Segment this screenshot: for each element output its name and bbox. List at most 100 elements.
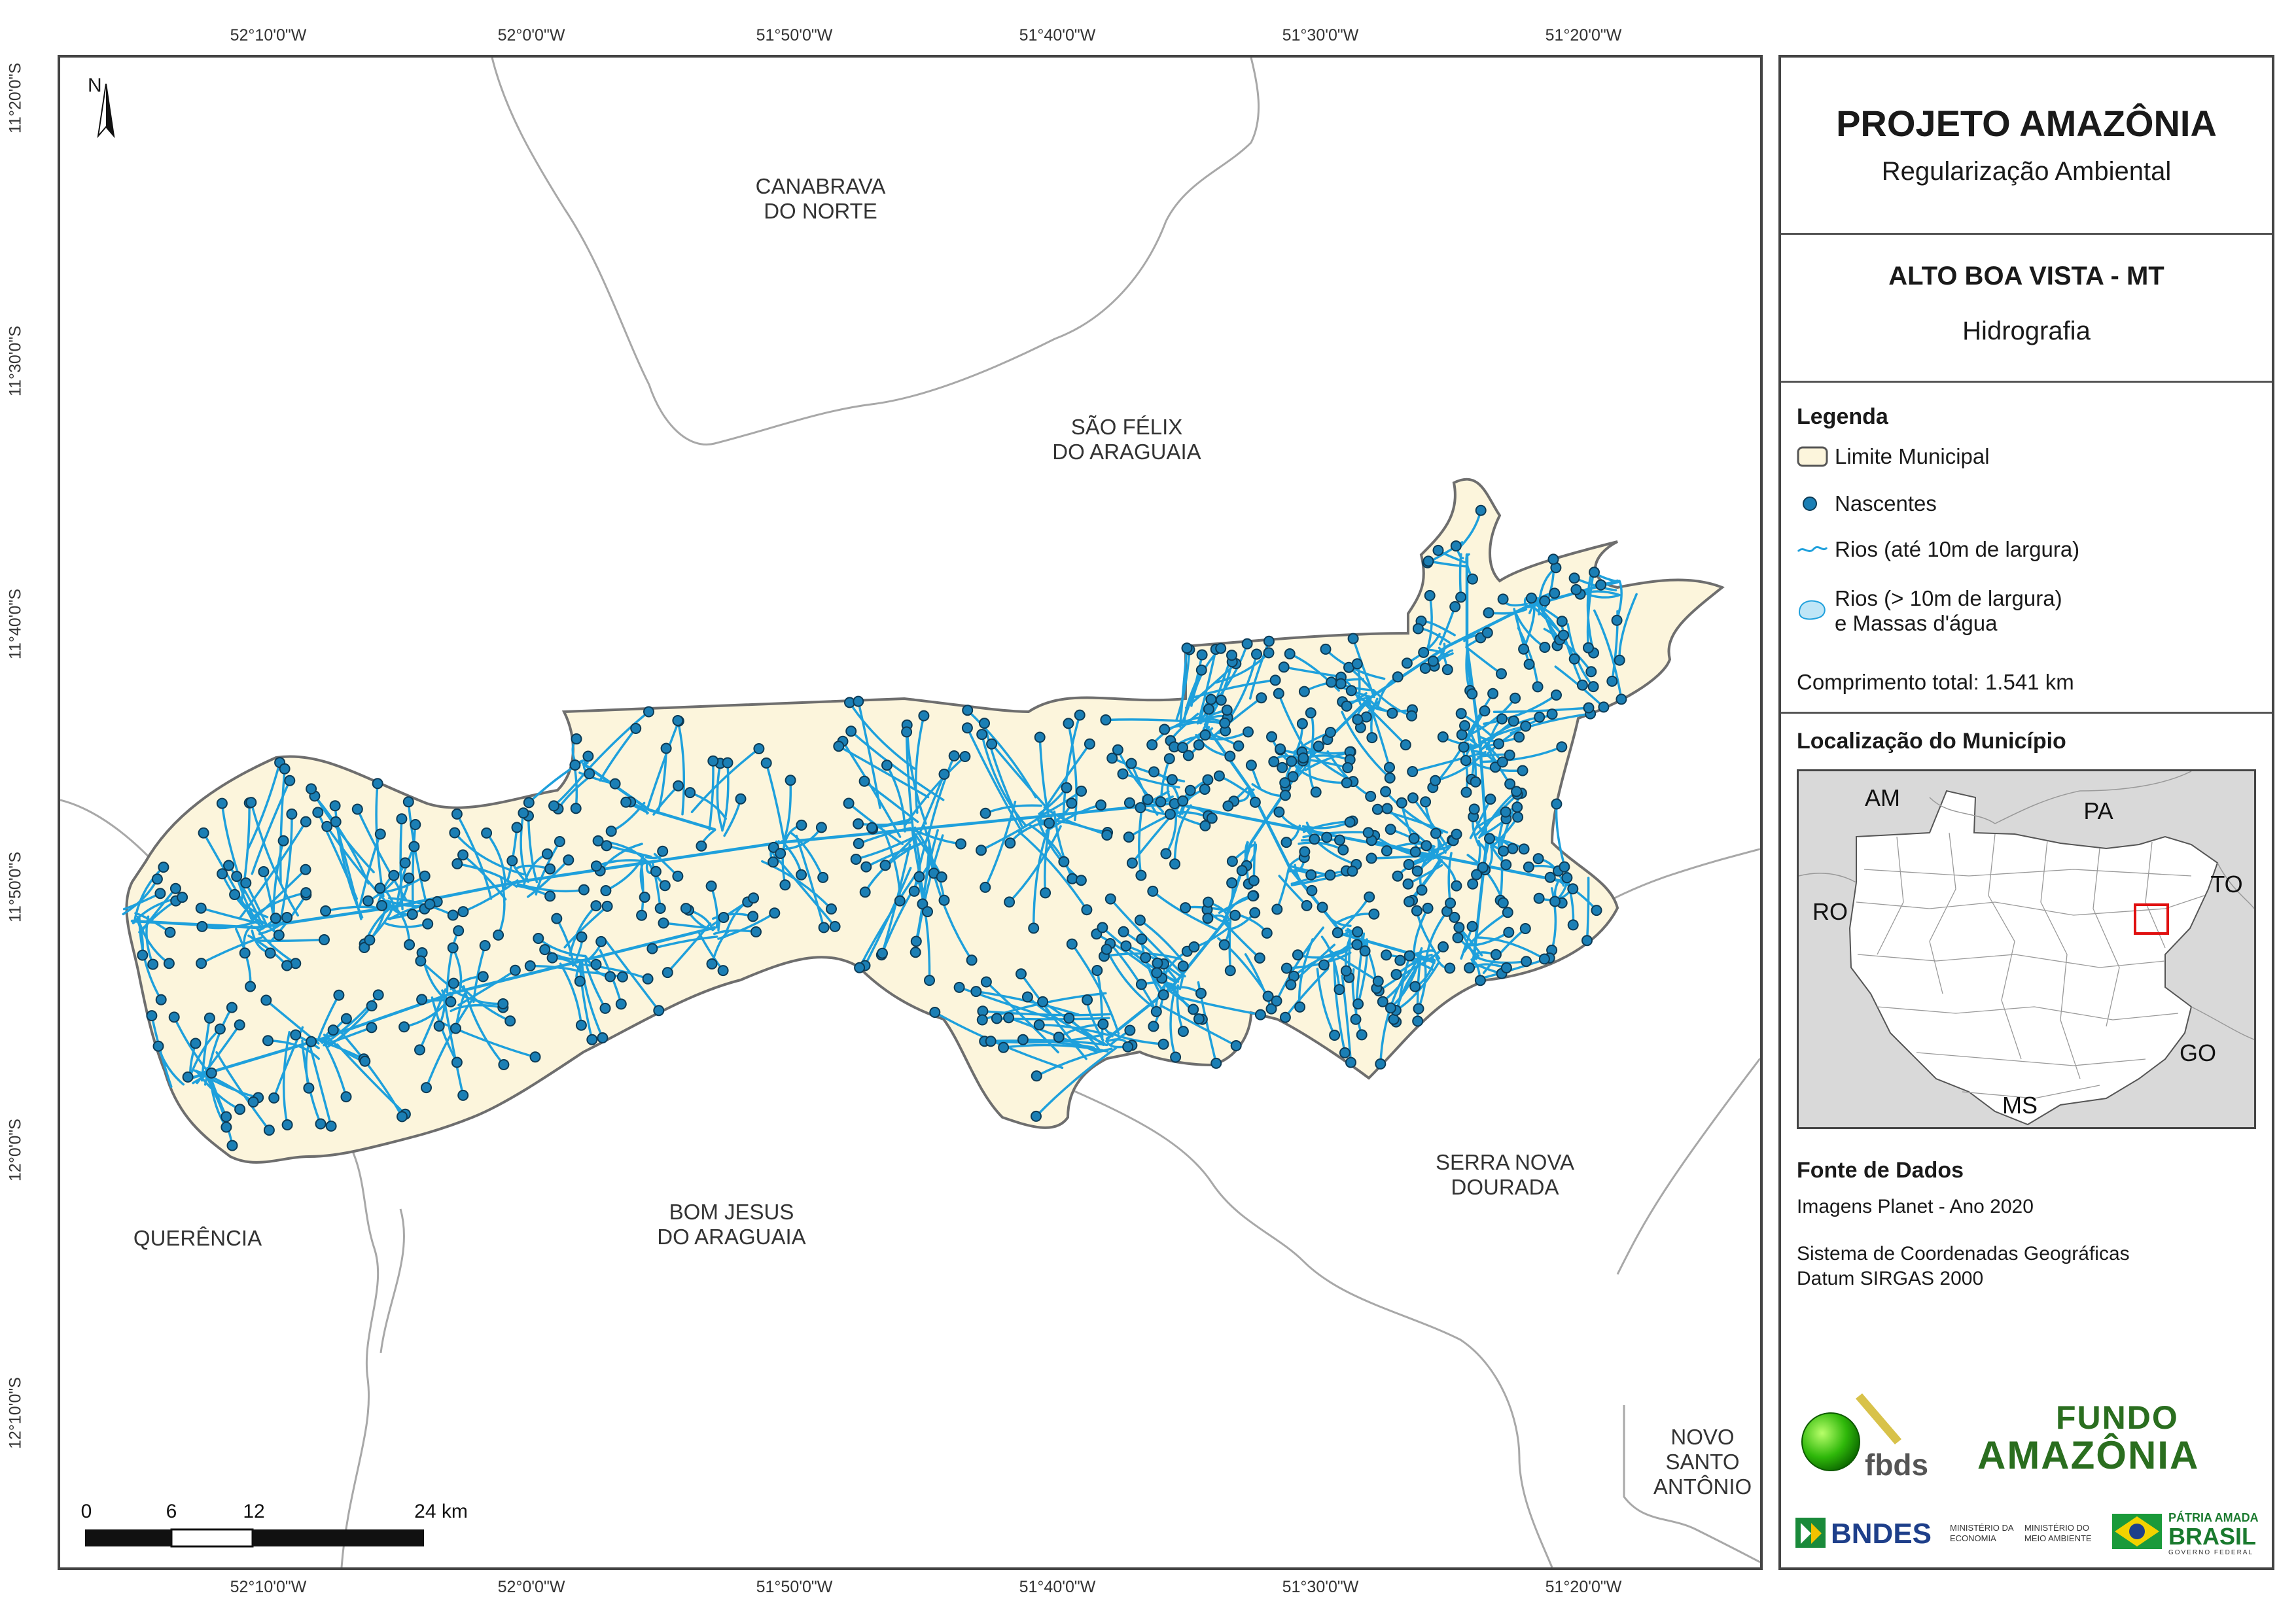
spring-point — [1345, 1056, 1356, 1068]
spring-point — [1101, 943, 1112, 955]
place-novo-santo: NOVO SANTO ANTÔNIO — [1653, 1425, 1752, 1499]
spring-point — [917, 898, 928, 910]
scale-label-6: 6 — [166, 1501, 177, 1522]
spring-point — [1496, 713, 1508, 725]
spring-point — [1126, 857, 1138, 869]
spring-point — [1384, 772, 1396, 784]
place-sao-felix: SÃO FÉLIX DO ARAGUAIA — [1052, 415, 1201, 464]
river-segment — [1122, 773, 1180, 789]
river-segment — [765, 761, 786, 843]
river-segment — [196, 1023, 241, 1085]
spring-point — [493, 929, 504, 941]
spring-point — [1123, 831, 1135, 843]
spring-point — [1301, 899, 1313, 911]
spring-point — [1157, 989, 1169, 1001]
spring-point — [1504, 749, 1515, 761]
river-segment — [202, 831, 254, 922]
spring-point — [1310, 786, 1322, 798]
spring-point — [263, 1125, 275, 1136]
spring-point — [605, 826, 617, 837]
spring-point — [1280, 962, 1292, 974]
spring-point — [1372, 975, 1384, 987]
spring-point — [1375, 1058, 1386, 1070]
river-segment — [235, 875, 262, 928]
map-canvas — [60, 58, 1760, 1567]
river-segment — [282, 1031, 291, 1126]
spring-point — [1177, 742, 1188, 754]
river-segment — [1193, 679, 1277, 699]
spring-point — [190, 1038, 202, 1049]
spring-point — [1329, 1030, 1341, 1041]
spring-point — [1409, 846, 1421, 858]
spring-point — [450, 1022, 461, 1034]
spring-point — [1294, 1001, 1306, 1013]
spring-point — [646, 943, 658, 954]
spring-point — [1518, 643, 1530, 655]
spring-point — [544, 890, 556, 902]
project-title: PROJETO AMAZÔNIA — [1836, 103, 2217, 144]
spring-point — [388, 869, 400, 881]
spring-point — [1385, 824, 1396, 835]
spring-point — [1193, 739, 1205, 751]
spring-point — [1546, 708, 1558, 720]
spring-point — [1082, 994, 1093, 1005]
spring-point — [1160, 848, 1172, 860]
spring-point — [1147, 885, 1159, 897]
river-segment — [1008, 825, 1062, 903]
spring-point — [853, 818, 864, 829]
spring-point — [221, 1111, 232, 1123]
spring-point — [735, 793, 747, 805]
spring-point — [1159, 724, 1171, 735]
spring-point — [1381, 803, 1393, 814]
spring-point — [662, 967, 673, 979]
spring-point — [546, 952, 558, 964]
spring-point — [1464, 962, 1475, 974]
spring-point — [1146, 739, 1158, 750]
spring-point — [1337, 844, 1349, 856]
partner-logos: BNDES MINISTÉRIO DA ECONOMIA MINISTÉRIO … — [1794, 1509, 2265, 1561]
spring-point — [1539, 642, 1551, 653]
spring-point — [1262, 990, 1274, 1002]
river-segment — [450, 1003, 504, 1013]
spring-point — [1344, 816, 1356, 828]
spring-point — [1177, 1026, 1189, 1038]
spring-point — [1411, 865, 1423, 877]
state-label-am: AM — [1865, 784, 1900, 811]
boundary-canabrava — [491, 58, 1260, 445]
spring-point — [315, 1118, 327, 1130]
spring-point — [1271, 995, 1282, 1007]
river-segment — [520, 812, 530, 883]
spring-point — [1493, 738, 1504, 750]
spring-point — [620, 796, 632, 808]
spring-point — [1513, 731, 1525, 743]
river-segment — [279, 767, 286, 884]
spring-point — [658, 917, 669, 929]
spring-point — [1412, 623, 1424, 635]
spring-point — [1419, 663, 1431, 674]
spring-point — [706, 958, 718, 969]
river-segment — [559, 962, 583, 1026]
spring-point — [918, 710, 930, 722]
spring-point — [1342, 762, 1354, 773]
spring-point — [1210, 1057, 1222, 1069]
spring-point — [672, 870, 684, 882]
spring-point — [1316, 901, 1328, 913]
river-segment — [200, 907, 259, 924]
sources-heading: Fonte de Dados — [1797, 1158, 1964, 1183]
spring-point — [1333, 984, 1345, 996]
river-segment — [1106, 1031, 1165, 1046]
river-segment — [1067, 722, 1078, 822]
spring-point — [333, 989, 345, 1001]
river-segment — [916, 875, 931, 982]
river-segment — [1316, 968, 1336, 1037]
spring-point — [177, 892, 188, 903]
river-segment — [1513, 608, 1530, 666]
spring-point — [1196, 649, 1208, 661]
spring-point — [152, 1040, 164, 1052]
spring-point — [1366, 852, 1377, 864]
spring-point — [1150, 1005, 1162, 1017]
spring-point — [1305, 869, 1317, 881]
spring-point — [264, 947, 276, 959]
spring-point — [1381, 845, 1392, 857]
spring-point — [366, 1022, 378, 1034]
